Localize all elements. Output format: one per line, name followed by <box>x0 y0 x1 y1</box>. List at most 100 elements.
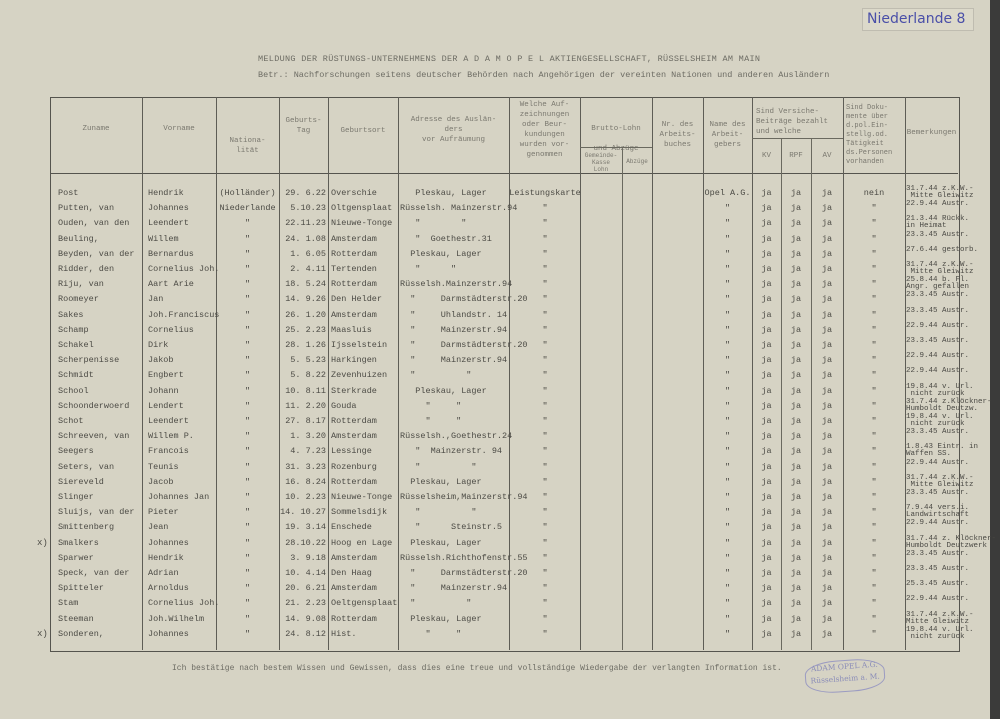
table-row: Sparwer Hendrik " 3. 9.18 Amsterdam Rüsselsh.… <box>0 550 1000 568</box>
kv-cell: ja <box>761 492 772 502</box>
aufzeichnungen-cell: " <box>542 446 548 457</box>
adresse-cell: Pleskau, Lager <box>400 537 482 548</box>
column-divider <box>580 97 581 650</box>
geburtstag-cell: 10. 8.11 <box>285 385 326 396</box>
aufzeichnungen-cell: " <box>542 279 548 290</box>
dokumente-cell: " <box>871 248 877 259</box>
dokumente-cell: " <box>871 233 877 244</box>
vorname-cell: Joh.Franciscus <box>148 309 220 320</box>
dokumente-cell: " <box>871 598 877 609</box>
nationalitaet-cell: " <box>244 400 251 411</box>
nationalitaet-cell: " <box>244 279 251 290</box>
bemerkung-cell: 19.8.44 v. Url. nicht zurück <box>906 625 974 641</box>
nationalitaet-cell: " <box>244 552 251 563</box>
av-cell: ja <box>821 613 833 624</box>
geburtstag-cell: 25. 2.23 <box>285 324 326 335</box>
zuname-cell: Smalkers <box>58 537 99 548</box>
vorname-cell: Jacob <box>148 476 174 487</box>
vorname-cell: Hendrik <box>148 552 184 563</box>
bemerkung-cell: 22.9.44 Austr. <box>906 595 970 604</box>
bemerkung-cell: 1.8.43 Eintr. in Waffen SS. <box>906 443 979 459</box>
av-cell: ja <box>821 476 833 487</box>
adresse-cell: Rüsselsh.Richthofenstr.55 <box>400 552 528 563</box>
av-cell: ja <box>821 416 833 426</box>
nationalitaet-cell: " <box>244 598 251 609</box>
kv-cell: ja <box>761 355 772 366</box>
dokumente-cell: " <box>871 568 877 578</box>
geburtstag-cell: 11. 2.20 <box>285 400 326 411</box>
document-title: MELDUNG DER RÜSTUNGS-UNTERNEHMENS DER A … <box>258 54 761 64</box>
kv-cell: ja <box>761 431 772 442</box>
av-cell: ja <box>821 248 833 259</box>
zuname-cell: Sparwer <box>58 552 94 563</box>
kv-cell: ja <box>761 294 772 305</box>
vorname-cell: Lendert <box>148 400 184 411</box>
aufzeichnungen-cell: " <box>542 507 548 518</box>
adresse-cell: " Mainzerstr.94 <box>400 355 508 366</box>
column-divider <box>843 97 844 650</box>
geburtsort-cell: Nieuwe-Tonge <box>331 492 393 502</box>
adresse-cell: " " <box>400 218 467 229</box>
geburtsort-cell: Zevenhuizen <box>331 370 388 381</box>
rpf-cell: ja <box>790 340 802 350</box>
av-cell: ja <box>821 188 833 198</box>
header-av: AV <box>822 152 832 160</box>
dokumente-cell: " <box>871 416 877 426</box>
table-row: Ridder, den Cornelius Joh. " 2. 4.11 Tertend… <box>0 261 1000 279</box>
av-cell: ja <box>821 492 833 502</box>
adresse-cell: " Mainzerstr.94 <box>400 324 508 335</box>
dokumente-cell: " <box>871 537 877 548</box>
geburtsort-cell: Rozenburg <box>331 461 377 472</box>
kv-cell: ja <box>761 264 772 274</box>
zuname-cell: Scherpenisse <box>58 355 120 366</box>
nationalitaet-cell: " <box>244 416 251 426</box>
geburtsort-cell: Den Haag <box>331 568 372 578</box>
nationalitaet-cell: " <box>244 340 251 350</box>
arbeitgeber-cell: " <box>724 537 731 548</box>
row-marker: x) <box>37 628 48 639</box>
table-row: Seters, van Teunis " 31. 3.23 Rozenburg " " "… <box>0 459 1000 477</box>
geburtstag-cell: 24. 8.12 <box>285 628 326 639</box>
arbeitgeber-cell: " <box>724 264 731 274</box>
adresse-cell: Pleskau, Lager <box>400 613 482 624</box>
nationalitaet-cell: " <box>244 385 251 396</box>
zuname-cell: Slinger <box>58 492 94 502</box>
aufzeichnungen-cell: " <box>542 431 548 442</box>
table-row: Schoonderwoerd Lendert " 11. 2.20 Gouda " " "… <box>0 398 1000 416</box>
rpf-cell: ja <box>790 583 802 594</box>
table-row: Riju, van Aart Arie " 18. 5.24 Rotterdam Rüss… <box>0 276 1000 294</box>
zuname-cell: Ouden, van den <box>58 218 130 229</box>
dokumente-cell: " <box>871 370 877 381</box>
kv-cell: ja <box>761 340 772 350</box>
nationalitaet-cell: Niederlande <box>219 203 276 214</box>
vorname-cell: Arnoldus <box>148 583 189 594</box>
arbeitgeber-cell: " <box>724 324 731 335</box>
adresse-cell: " " <box>400 400 462 411</box>
kv-cell: ja <box>761 370 772 381</box>
aufzeichnungen-cell: " <box>542 416 548 426</box>
arbeitgeber-cell: " <box>724 400 731 411</box>
bemerkung-cell: 19.8.44 v. Url. nicht zurück <box>906 413 974 428</box>
geburtsort-cell: Harkingen <box>331 355 377 366</box>
stamp-text: ADAM OPEL A.G. Rüsselsheim a. M. <box>810 659 881 686</box>
arbeitgeber-cell: " <box>724 279 731 290</box>
arbeitgeber-cell: " <box>724 522 731 533</box>
arbeitgeber-cell: " <box>724 507 731 518</box>
kv-cell: ja <box>761 507 772 518</box>
rpf-cell: ja <box>790 324 802 335</box>
rpf-cell: ja <box>790 446 802 457</box>
kv-cell: ja <box>761 324 772 335</box>
table-row: Slinger Johannes Jan " 10. 2.23 Nieuwe-Tonge… <box>0 489 1000 507</box>
column-divider <box>216 97 217 650</box>
adresse-cell: Rüsselsh.,Goethestr.24 <box>400 431 513 442</box>
vorname-cell: Jean <box>148 522 169 533</box>
zuname-cell: Sluijs, van der <box>58 507 135 518</box>
header-divider <box>50 173 958 174</box>
table-row: Beyden, van der Bernardus " 1. 6.05 Rotterda… <box>0 246 1000 264</box>
aufzeichnungen-cell: " <box>542 309 548 320</box>
aufzeichnungen-cell: " <box>542 537 548 548</box>
kv-cell: ja <box>761 552 772 563</box>
header-lohn: Brutto-Lohn und Abzüge <box>591 125 641 153</box>
nationalitaet-cell: " <box>244 294 251 305</box>
bemerkung-cell: 21.3.44 Rückk. in Heimat <box>906 215 970 231</box>
